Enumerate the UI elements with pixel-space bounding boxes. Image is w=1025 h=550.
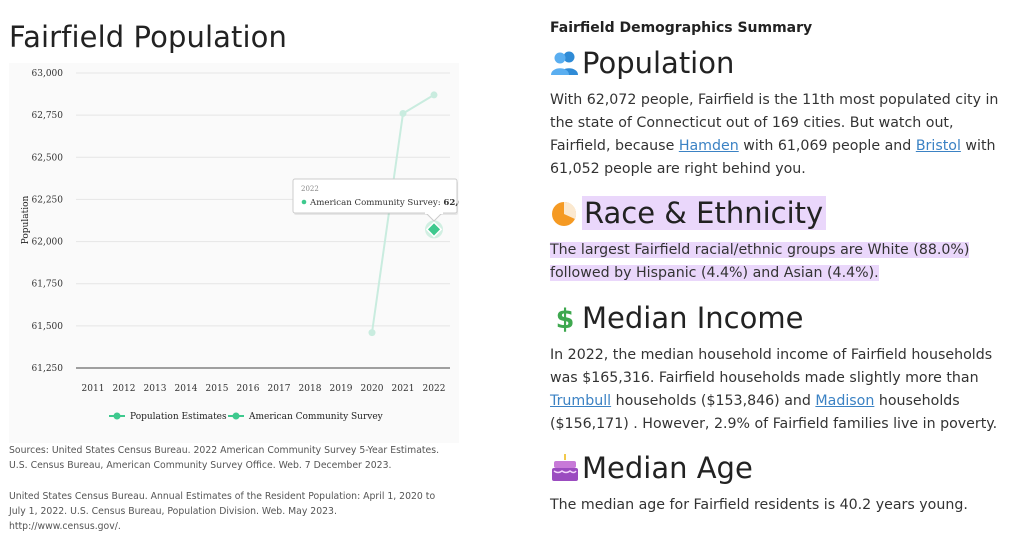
median-income-paragraph: In 2022, the median household income of … [550, 344, 1005, 436]
population-panel: Fairfield Population 63,000 62,750 62,500 6… [0, 0, 470, 533]
people-icon [550, 48, 580, 78]
race-ethnicity-heading-text: Race & Ethnicity [582, 196, 827, 230]
link-madison[interactable]: Madison [815, 393, 875, 409]
median-age-heading-text: Median Age [582, 451, 753, 485]
population-text-2: with 61,069 people and [738, 138, 916, 154]
x-tick-label: 2013 [144, 384, 167, 394]
y-tick-label: 62,000 [32, 238, 64, 248]
y-tick-label: 62,750 [32, 111, 64, 121]
legend-swatch-dot [232, 412, 240, 420]
median-age-heading: Median Age [550, 451, 753, 485]
chart-svg: 63,000 62,750 62,500 62,250 62,000 61,750 61,5… [21, 69, 459, 422]
race-ethnicity-text: The largest Fairfield racial/ethnic grou… [550, 242, 970, 281]
x-tick-label: 2015 [206, 384, 229, 394]
y-tick-label: 61,750 [32, 280, 64, 290]
population-estimate-point [399, 109, 407, 117]
link-bristol[interactable]: Bristol [915, 138, 961, 154]
median-income-heading: $ Median Income [550, 301, 804, 335]
income-text-3: households ($156,171) . However, 2.9% of… [550, 393, 998, 432]
population-heading: Population [550, 46, 734, 80]
page-title: Fairfield Population [9, 20, 287, 54]
population-text-1: With 62,072 people, Fairfield is the 11t… [550, 92, 999, 154]
population-paragraph: With 62,072 people, Fairfield is the 11t… [550, 89, 1005, 181]
y-tick-label: 62,250 [32, 195, 64, 205]
sources: Sources: United States Census Bureau. 20… [9, 443, 449, 550]
income-text-1: In 2022, the median household income of … [550, 347, 993, 386]
tooltip-pointer-mask [425, 211, 443, 214]
population-text-3: with 61,052 people are right behind you. [550, 138, 996, 177]
x-tick-label: 2011 [82, 384, 105, 394]
population-estimate-point [430, 91, 438, 99]
dollar-icon: $ [550, 303, 580, 335]
tooltip-marker [301, 199, 307, 205]
x-tick-label: 2012 [113, 384, 136, 394]
y-axis-label: Population [21, 195, 31, 244]
link-hamden[interactable]: Hamden [678, 138, 739, 154]
pie-chart-icon [550, 198, 580, 228]
y-tick-label: 62,500 [32, 153, 64, 163]
tooltip-text: American Community Survey: 62,072 [309, 198, 459, 208]
x-tick-label: 2014 [175, 384, 198, 394]
x-tick-label: 2017 [268, 384, 291, 394]
x-tick-label: 2022 [423, 384, 446, 394]
acs-point [425, 221, 443, 238]
x-tick-label: 2018 [299, 384, 322, 394]
source-acs: Sources: United States Census Bureau. 20… [9, 445, 440, 471]
source-population-estimates: United States Census Bureau. Annual Esti… [9, 491, 436, 532]
population-estimate-point [368, 329, 376, 337]
tooltip-pointer [424, 212, 444, 222]
legend-population-estimates: Population Estimates [130, 412, 227, 422]
median-age-paragraph: The median age for Fairfield residents i… [550, 494, 1005, 517]
legend-american-community-survey: American Community Survey [248, 412, 384, 422]
population-chart: 63,000 62,750 62,500 62,250 62,000 61,750 61,5… [9, 63, 459, 443]
x-tick-label: 2016 [237, 384, 260, 394]
y-tick-label: 61,250 [32, 364, 64, 374]
median-income-heading-text: Median Income [582, 301, 804, 335]
median-age-text: The median age for Fairfield residents i… [550, 497, 968, 513]
population-heading-text: Population [582, 46, 735, 80]
summary-title: Fairfield Demographics Summary [550, 20, 813, 36]
x-tick-label: 2020 [361, 384, 384, 394]
y-tick-label: 63,000 [32, 69, 64, 79]
demographics-summary: Fairfield Demographics Summary Populatio… [550, 0, 1010, 533]
tooltip-year: 2022 [301, 185, 319, 193]
tooltip-box [292, 178, 458, 214]
birthday-cake-icon [550, 453, 580, 483]
x-tick-label: 2021 [392, 384, 415, 394]
x-tick-label: 2019 [330, 384, 353, 394]
svg-text:$: $ [556, 304, 575, 333]
race-ethnicity-paragraph: The largest Fairfield racial/ethnic grou… [550, 239, 1005, 285]
legend-swatch-dot [113, 412, 121, 420]
link-trumbull[interactable]: Trumbull [550, 393, 612, 409]
race-ethnicity-heading: Race & Ethnicity [550, 196, 827, 230]
income-text-2: households ($153,846) and [611, 393, 816, 409]
y-tick-label: 61,500 [32, 322, 64, 332]
